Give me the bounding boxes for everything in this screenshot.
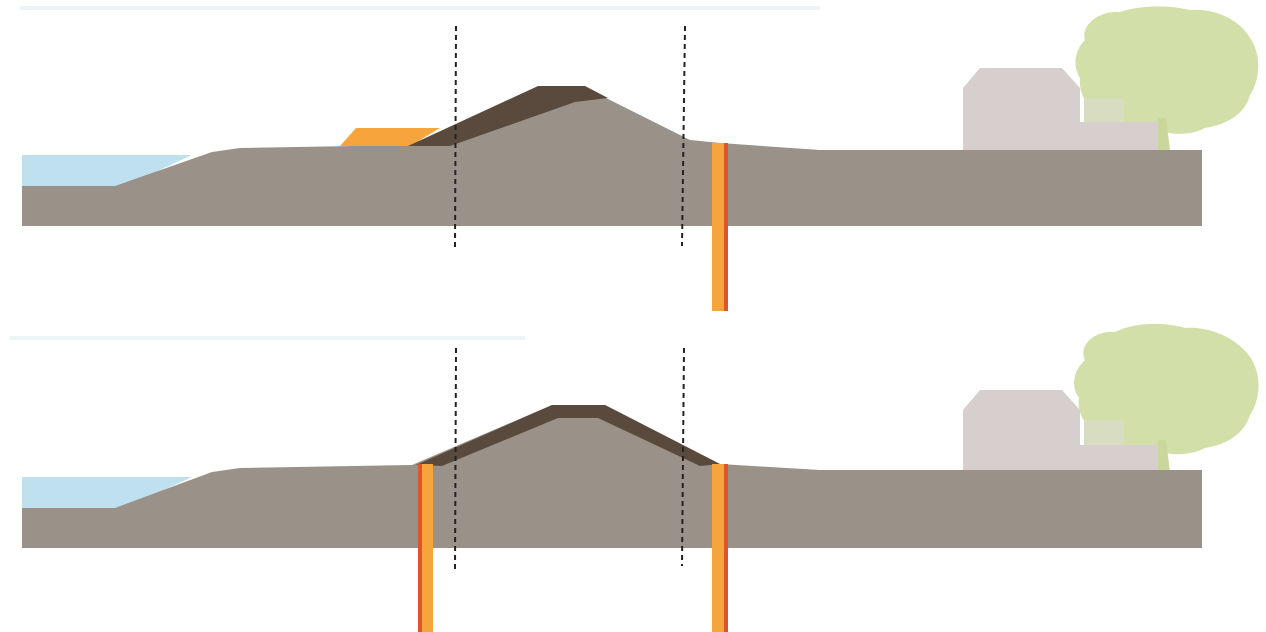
sheet-pile-outer <box>418 464 433 632</box>
reference-line-right <box>681 347 685 567</box>
header-artifact <box>10 336 525 340</box>
house-icon <box>963 390 1158 472</box>
header-artifact <box>20 6 820 10</box>
water-area <box>22 155 192 186</box>
sheet-pile-inner <box>712 464 728 632</box>
reference-line-right <box>681 25 686 247</box>
reference-line-left <box>454 347 457 571</box>
berm-outer-toe <box>340 128 440 146</box>
clay-cover-layer <box>408 86 608 146</box>
reference-line-left <box>454 25 457 249</box>
house-icon <box>963 68 1158 150</box>
water-area <box>22 477 192 508</box>
ground-and-dike-core <box>22 405 1202 548</box>
panel-top <box>20 6 1259 311</box>
clay-cover-layer <box>416 405 720 466</box>
ground-and-dike-core <box>22 95 1202 226</box>
sheet-pile-inner <box>712 143 728 311</box>
panel-bottom <box>10 323 1259 632</box>
